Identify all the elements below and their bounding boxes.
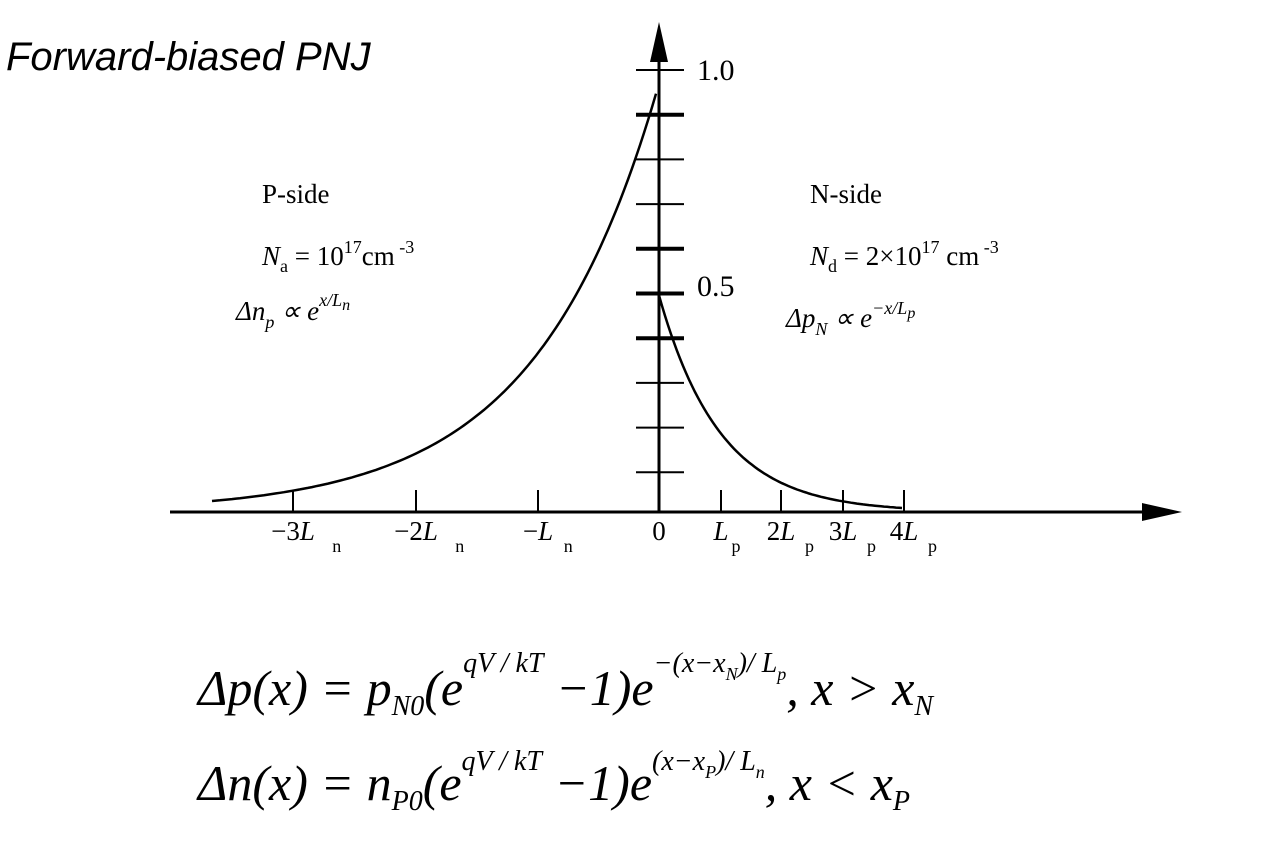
t: P0: [391, 786, 423, 817]
x-tick-label-part: p: [928, 536, 937, 556]
y-arrow: [650, 22, 668, 62]
slide-title: Forward-biased PNJ: [6, 35, 372, 79]
t: N: [261, 241, 282, 271]
p-side-notes: P-side Na = 1017cm -3 Δnp ∝ ex/Ln: [235, 179, 414, 332]
t: (e: [423, 755, 462, 811]
t: n: [342, 297, 350, 314]
x-tick-label-part: −2: [394, 516, 423, 546]
t: Δn: [235, 296, 265, 326]
t: x/L: [318, 290, 342, 310]
n-side-notes: N-side Nd = 2×1017 cm -3 ΔpN ∝ e−x/Lp: [785, 179, 999, 339]
x-tick-label-part: 3: [829, 516, 843, 546]
t: cm: [362, 241, 395, 271]
x-tick-label-part: 0: [652, 516, 666, 546]
x-tick-label-part: L: [422, 516, 438, 546]
x-tick-label-part: p: [805, 536, 814, 556]
t: p: [263, 312, 274, 332]
equation: Δn(x) = nP0(eqV / kT −1)e(x−xP)/ Ln, x <…: [196, 746, 910, 817]
axes: [170, 22, 1182, 521]
t: -3: [395, 237, 415, 257]
x-arrow: [1142, 503, 1182, 521]
t: ∝ e: [274, 296, 319, 326]
t: d: [828, 256, 837, 276]
x-tick-label: −3L n: [271, 516, 341, 556]
t: cm: [939, 241, 979, 271]
y-tick-label: 0.5: [697, 270, 735, 303]
t: = 2×10: [837, 241, 921, 271]
x-tick-label-part: p: [867, 536, 876, 556]
t: N: [814, 319, 828, 339]
t: N0: [391, 691, 425, 722]
t: , x < x: [765, 755, 893, 811]
t: Δn(x) = n: [196, 755, 392, 811]
x-tick-label-part: L: [779, 516, 795, 546]
t: 17: [921, 237, 939, 257]
x-tick-label: −2L n: [394, 516, 464, 556]
x-tick-label-part: L: [712, 516, 728, 546]
x-tick-label-part: n: [455, 536, 464, 556]
t: P: [892, 786, 910, 817]
x-tick-label-part: −3: [271, 516, 300, 546]
side-label: N-side: [810, 179, 882, 209]
t: n: [756, 762, 765, 782]
t: qV / kT: [462, 746, 545, 777]
equation: Δp(x) = pN0(eqV / kT −1)e−(x−xN)/ Lp, x …: [196, 648, 934, 722]
t: ∝ e: [827, 303, 872, 333]
t: Δp(x) = p: [196, 660, 392, 716]
t: qV / kT: [463, 648, 546, 679]
doping: Nd = 2×1017 cm -3: [809, 237, 999, 276]
x-tick-label-part: n: [564, 536, 573, 556]
x-tick-label-part: L: [902, 516, 918, 546]
x-tick-label-part: n: [332, 536, 341, 556]
t: −1)e: [544, 660, 654, 716]
t: p: [775, 664, 786, 684]
side-label: P-side: [262, 179, 330, 209]
x-tick-label-part: p: [732, 536, 741, 556]
t: p: [906, 305, 915, 322]
t: )/ L: [736, 648, 778, 679]
t: )/ L: [714, 746, 756, 777]
x-tick-label-part: L: [841, 516, 857, 546]
x-tick-label: 4L p: [890, 516, 937, 556]
t: N: [809, 241, 830, 271]
t: P: [704, 762, 716, 782]
profile: ΔpN ∝ e−x/Lp: [785, 298, 915, 339]
t: (x−x: [652, 746, 706, 777]
t: (e: [424, 660, 463, 716]
x-tick-label-part: 4: [890, 516, 904, 546]
t: −1)e: [542, 755, 652, 811]
t: N: [913, 691, 934, 722]
equations: Δp(x) = pN0(eqV / kT −1)e−(x−xN)/ Lp, x …: [196, 648, 934, 817]
n-side-curve: [657, 295, 903, 510]
x-tick-label-part: L: [537, 516, 553, 546]
p-side-curve: [211, 93, 658, 503]
t: = 10: [288, 241, 344, 271]
t: N: [725, 664, 739, 684]
x-tick-label-part: −: [523, 516, 538, 546]
t: a: [280, 256, 288, 276]
t: −x/L: [872, 298, 907, 318]
doping: Na = 1017cm -3: [261, 237, 414, 276]
x-tick-label: 0: [652, 516, 666, 546]
x-tick-label: 2L p: [767, 516, 814, 556]
t: Δp: [785, 303, 815, 333]
t: −(x−x: [654, 648, 727, 679]
t: -3: [979, 237, 999, 257]
x-tick-label: 3L p: [829, 516, 876, 556]
y-tick-label: 1.0: [697, 54, 735, 87]
x-tick-label-part: L: [299, 516, 315, 546]
x-tick-label: −L n: [523, 516, 573, 556]
profile: Δnp ∝ ex/Ln: [235, 290, 350, 332]
t: 17: [344, 237, 362, 257]
x-tick-label-part: 2: [767, 516, 781, 546]
t: , x > x: [786, 660, 914, 716]
